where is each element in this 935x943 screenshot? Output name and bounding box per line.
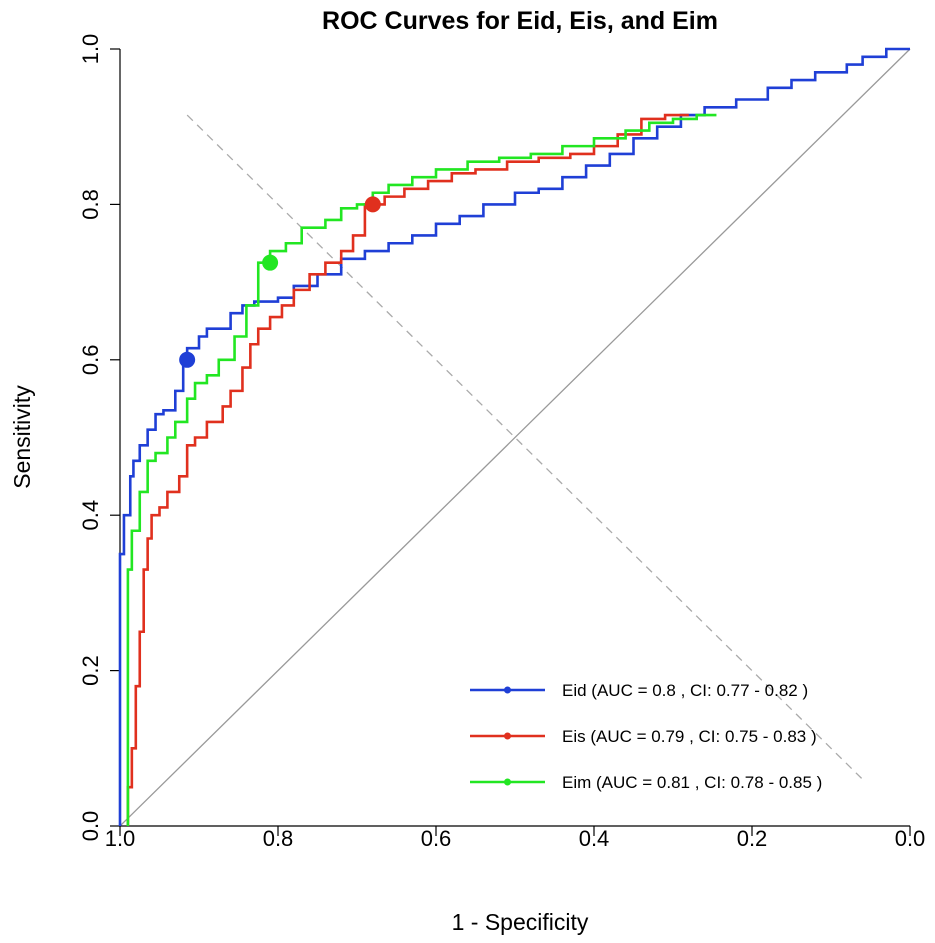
x-tick-label: 0.2 bbox=[737, 826, 768, 851]
eis-legend-marker bbox=[504, 732, 511, 740]
eid-optimal-point bbox=[179, 351, 196, 368]
x-tick-label: 0.6 bbox=[421, 826, 452, 851]
roc-curves bbox=[118, 47, 910, 826]
reference-lines bbox=[119, 48, 911, 827]
y-tick-label: 0.8 bbox=[78, 189, 103, 220]
y-tick-label: 0.2 bbox=[78, 655, 103, 686]
eim-legend-marker bbox=[504, 778, 511, 786]
y-axis-title: Sensitivity bbox=[9, 385, 35, 489]
eim-roc-curve bbox=[126, 113, 717, 826]
x-tick-label: 0.8 bbox=[263, 826, 294, 851]
eis-roc-curve bbox=[126, 113, 689, 826]
dashed-cross-diagonal-line bbox=[186, 114, 864, 780]
x-axis-ticks: 1.0 0.8 0.6 0.4 0.2 0.0 bbox=[105, 826, 926, 851]
y-tick-label: 0.6 bbox=[78, 345, 103, 376]
eim-optimal-point bbox=[262, 254, 279, 271]
y-axis-ticks: 0.0 0.2 0.4 0.6 0.8 1.0 bbox=[78, 34, 120, 842]
y-tick-label: 0.0 bbox=[78, 811, 103, 842]
x-tick-label: 1.0 bbox=[105, 826, 136, 851]
eis-optimal-point bbox=[364, 196, 381, 213]
eis-legend-label: Eis (AUC = 0.79 , CI: 0.75 - 0.83 ) bbox=[562, 727, 817, 746]
eid-legend-marker bbox=[504, 686, 511, 694]
y-tick-label: 1.0 bbox=[78, 34, 103, 65]
eid-roc-curve bbox=[118, 47, 910, 826]
chart-title: ROC Curves for Eid, Eis, and Eim bbox=[322, 7, 718, 35]
eid-legend-label: Eid (AUC = 0.8 , CI: 0.77 - 0.82 ) bbox=[562, 681, 808, 700]
eim-legend-label: Eim (AUC = 0.81 , CI: 0.78 - 0.85 ) bbox=[562, 773, 822, 792]
legend: Eid (AUC = 0.8 , CI: 0.77 - 0.82 ) Eis (A… bbox=[470, 681, 822, 792]
x-tick-label: 0.0 bbox=[895, 826, 926, 851]
x-tick-label: 0.4 bbox=[579, 826, 610, 851]
x-axis-title: 1 - Specificity bbox=[452, 909, 589, 935]
y-tick-label: 0.4 bbox=[78, 500, 103, 531]
chance-diagonal-line bbox=[119, 48, 911, 827]
